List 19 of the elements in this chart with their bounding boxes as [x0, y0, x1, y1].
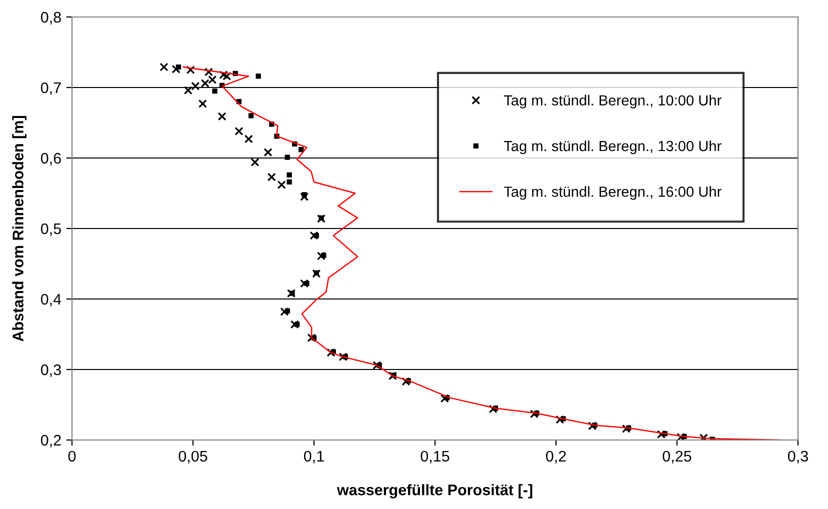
x-tick-label: 0 — [68, 450, 76, 462]
y-tick-label: 0,4 — [40, 294, 62, 306]
y-tick-label: 0,5 — [40, 223, 61, 236]
legend-label: Tag m. stündl. Beregn., 16:00 Uhr — [504, 186, 722, 200]
y-tick-label: 0,6 — [40, 152, 61, 166]
y-tick-label: 0,2 — [40, 434, 61, 448]
y-tick-label: 0,3 — [40, 364, 61, 377]
legend-label: Tag m. stündl. Beregn., 10:00 Uhr — [504, 94, 722, 108]
y-axis-title: Abstand vom Rinnenboden [m] — [12, 116, 26, 342]
legend-label: Tag m. stündl. Beregn., 13:00 Uhr — [504, 140, 722, 154]
x-tick-label: 0,15 — [420, 450, 450, 464]
x-tick-label: 0,2 — [546, 450, 566, 464]
x-tick-label: 0,1 — [304, 450, 324, 464]
x-tick-label: 0,3 — [788, 450, 808, 464]
y-tick-label: 0,8 — [40, 12, 61, 24]
y-tick-label: 0,7 — [40, 82, 61, 95]
x-tick-label: 0,05 — [178, 450, 208, 464]
x-tick-label: 0,25 — [662, 450, 692, 464]
x-axis-title: wassergefüllte Porosität [-] — [336, 484, 532, 498]
